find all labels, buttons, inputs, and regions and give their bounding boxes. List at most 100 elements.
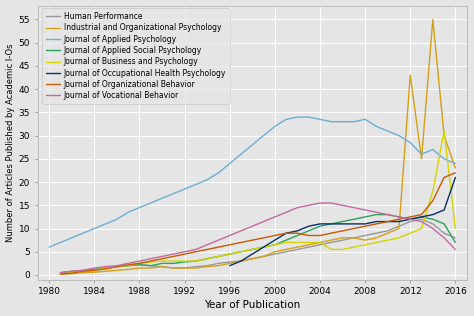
Journal of Applied Social Psychology bbox=[430, 217, 436, 221]
Journal of Business and Psychology bbox=[419, 227, 424, 230]
Journal of Applied Social Psychology bbox=[396, 215, 402, 219]
Journal of Business and Psychology bbox=[385, 238, 391, 242]
Industrial and Organizational Psychology bbox=[227, 261, 233, 265]
Human Performance bbox=[351, 236, 356, 240]
Journal of Applied Psychology bbox=[430, 148, 436, 151]
Journal of Applied Social Psychology bbox=[441, 222, 447, 226]
Journal of Organizational Behavior bbox=[430, 199, 436, 203]
Journal of Occupational Health Psychology bbox=[317, 222, 323, 226]
Journal of Organizational Behavior bbox=[193, 250, 199, 254]
Journal of Applied Psychology bbox=[419, 152, 424, 156]
Line: Journal of Applied Social Psychology: Journal of Applied Social Psychology bbox=[60, 215, 456, 273]
Journal of Occupational Health Psychology bbox=[453, 176, 458, 179]
Journal of Applied Psychology bbox=[103, 222, 109, 226]
Industrial and Organizational Psychology bbox=[238, 259, 244, 263]
Journal of Organizational Behavior bbox=[238, 240, 244, 244]
Journal of Business and Psychology bbox=[317, 240, 323, 244]
Industrial and Organizational Psychology bbox=[80, 271, 86, 275]
Line: Journal of Applied Psychology: Journal of Applied Psychology bbox=[49, 117, 456, 247]
Journal of Applied Social Psychology bbox=[283, 238, 289, 242]
Journal of Occupational Health Psychology bbox=[238, 259, 244, 263]
Journal of Organizational Behavior bbox=[453, 171, 458, 175]
Journal of Applied Psychology bbox=[46, 245, 52, 249]
Industrial and Organizational Psychology bbox=[441, 134, 447, 137]
Journal of Vocational Behavior bbox=[137, 259, 142, 263]
Journal of Applied Psychology bbox=[408, 141, 413, 144]
Journal of Business and Psychology bbox=[328, 247, 334, 251]
Journal of Applied Psychology bbox=[374, 125, 379, 128]
Human Performance bbox=[137, 263, 142, 267]
Journal of Occupational Health Psychology bbox=[272, 238, 278, 242]
Journal of Vocational Behavior bbox=[216, 238, 221, 242]
Journal of Occupational Health Psychology bbox=[328, 222, 334, 226]
Industrial and Organizational Psychology bbox=[216, 264, 221, 268]
Journal of Business and Psychology bbox=[171, 259, 176, 263]
Human Performance bbox=[441, 231, 447, 235]
Journal of Business and Psychology bbox=[351, 245, 356, 249]
Journal of Vocational Behavior bbox=[283, 210, 289, 214]
Line: Journal of Occupational Health Psychology: Journal of Occupational Health Psycholog… bbox=[230, 178, 456, 266]
Journal of Business and Psychology bbox=[238, 250, 244, 254]
Human Performance bbox=[249, 257, 255, 261]
Legend: Human Performance, Industrial and Organizational Psychology, Journal of Applied : Human Performance, Industrial and Organi… bbox=[42, 8, 230, 104]
Journal of Business and Psychology bbox=[103, 266, 109, 270]
Human Performance bbox=[171, 266, 176, 270]
Journal of Organizational Behavior bbox=[419, 213, 424, 216]
Journal of Business and Psychology bbox=[283, 240, 289, 244]
Journal of Applied Psychology bbox=[283, 118, 289, 121]
Line: Journal of Business and Psychology: Journal of Business and Psychology bbox=[60, 131, 456, 274]
Journal of Vocational Behavior bbox=[80, 269, 86, 272]
Journal of Organizational Behavior bbox=[148, 259, 154, 263]
Journal of Applied Social Psychology bbox=[182, 260, 187, 264]
Industrial and Organizational Psychology bbox=[148, 266, 154, 270]
Industrial and Organizational Psychology bbox=[103, 269, 109, 273]
Journal of Applied Psychology bbox=[362, 118, 368, 121]
Line: Industrial and Organizational Psychology: Industrial and Organizational Psychology bbox=[60, 20, 456, 274]
Journal of Applied Social Psychology bbox=[249, 247, 255, 251]
Journal of Organizational Behavior bbox=[103, 267, 109, 271]
Journal of Applied Social Psychology bbox=[419, 215, 424, 219]
Journal of Applied Psychology bbox=[306, 115, 311, 119]
Human Performance bbox=[317, 243, 323, 247]
Journal of Applied Social Psychology bbox=[453, 240, 458, 244]
Line: Human Performance: Human Performance bbox=[60, 219, 456, 274]
Journal of Business and Psychology bbox=[430, 190, 436, 193]
Journal of Applied Social Psychology bbox=[159, 261, 165, 265]
Journal of Business and Psychology bbox=[408, 231, 413, 235]
Journal of Vocational Behavior bbox=[204, 243, 210, 247]
Journal of Organizational Behavior bbox=[396, 217, 402, 221]
Journal of Applied Psychology bbox=[453, 161, 458, 165]
Human Performance bbox=[204, 264, 210, 268]
Industrial and Organizational Psychology bbox=[204, 265, 210, 269]
Industrial and Organizational Psychology bbox=[125, 268, 131, 271]
Journal of Applied Psychology bbox=[385, 129, 391, 133]
Journal of Occupational Health Psychology bbox=[419, 215, 424, 219]
Human Performance bbox=[193, 265, 199, 269]
Journal of Vocational Behavior bbox=[430, 227, 436, 230]
Human Performance bbox=[294, 247, 300, 251]
Journal of Organizational Behavior bbox=[317, 234, 323, 237]
Journal of Business and Psychology bbox=[227, 252, 233, 256]
Journal of Organizational Behavior bbox=[362, 224, 368, 228]
Journal of Business and Psychology bbox=[261, 245, 266, 249]
Industrial and Organizational Psychology bbox=[328, 238, 334, 242]
Journal of Vocational Behavior bbox=[171, 252, 176, 256]
Journal of Organizational Behavior bbox=[182, 252, 187, 256]
Journal of Applied Psychology bbox=[159, 197, 165, 200]
Journal of Applied Social Psychology bbox=[351, 217, 356, 221]
Journal of Vocational Behavior bbox=[114, 264, 120, 268]
Journal of Vocational Behavior bbox=[294, 206, 300, 210]
Human Performance bbox=[148, 264, 154, 268]
Journal of Vocational Behavior bbox=[261, 220, 266, 223]
Human Performance bbox=[419, 217, 424, 221]
Human Performance bbox=[182, 266, 187, 270]
Journal of Occupational Health Psychology bbox=[283, 231, 289, 235]
Industrial and Organizational Psychology bbox=[419, 157, 424, 161]
Human Performance bbox=[227, 260, 233, 264]
Journal of Applied Psychology bbox=[148, 201, 154, 205]
Human Performance bbox=[340, 238, 346, 242]
Journal of Business and Psychology bbox=[374, 240, 379, 244]
Journal of Applied Psychology bbox=[171, 192, 176, 196]
Industrial and Organizational Psychology bbox=[317, 240, 323, 244]
Human Performance bbox=[80, 269, 86, 273]
